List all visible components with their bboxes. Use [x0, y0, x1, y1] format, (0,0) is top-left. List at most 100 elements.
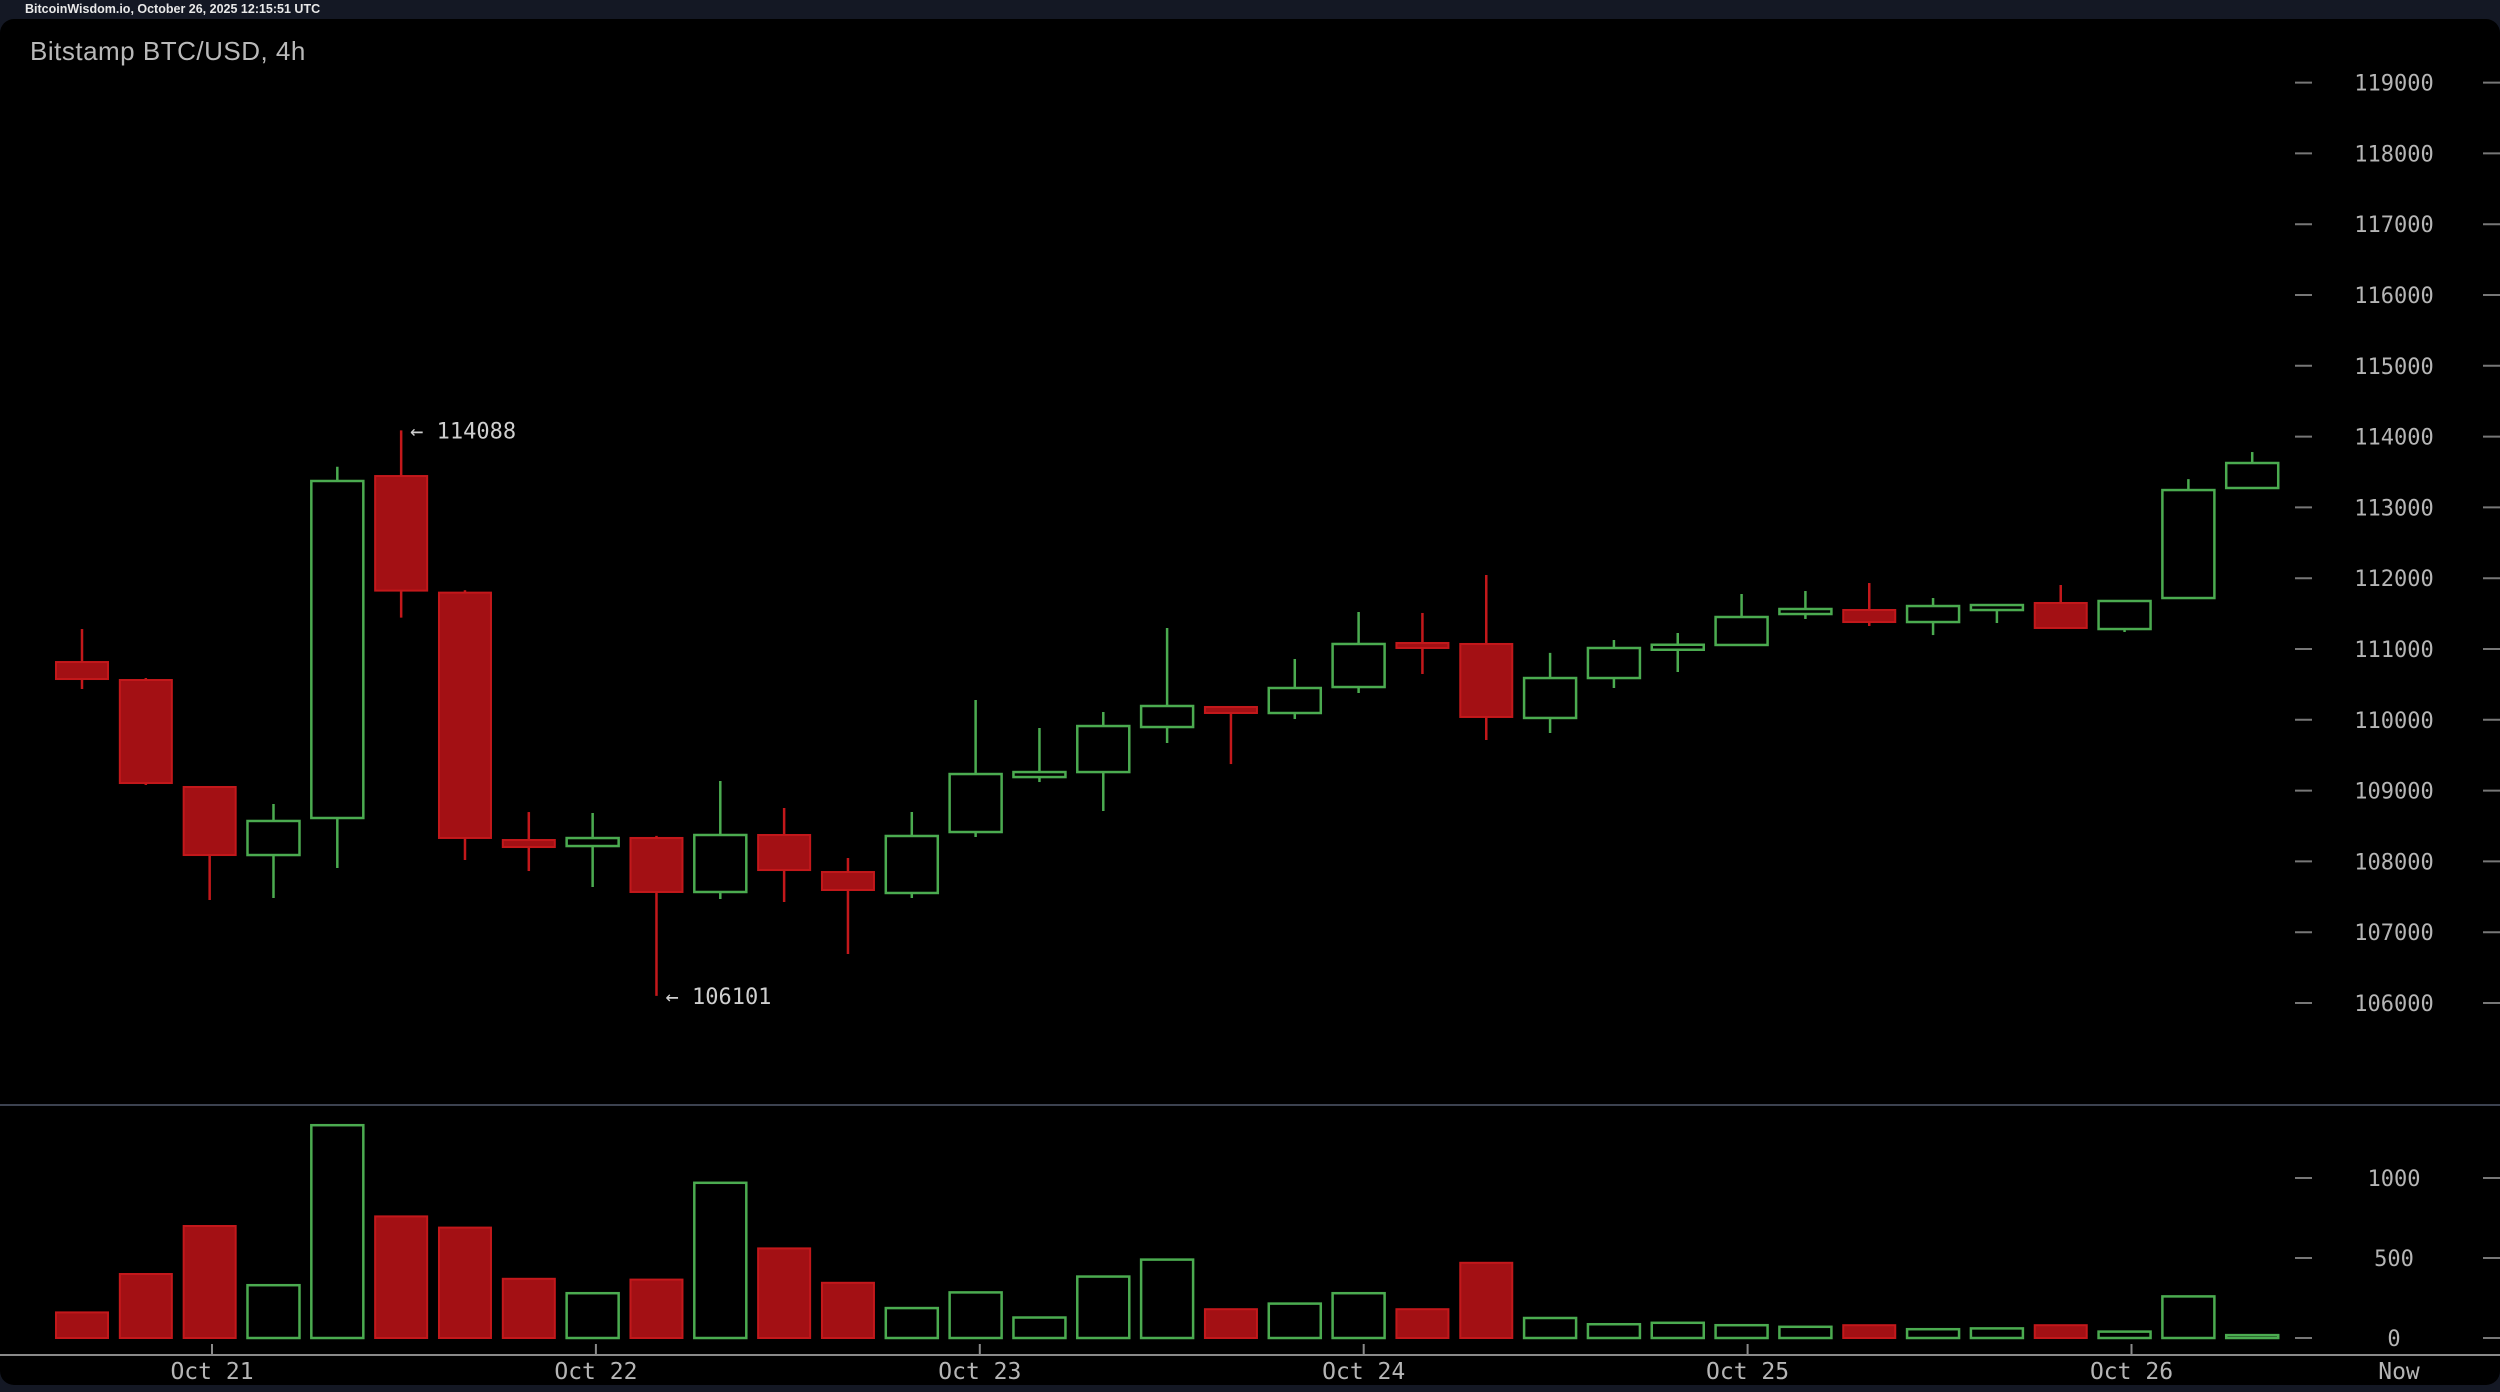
candle-body[interactable] — [246, 819, 301, 857]
chart-panel — [0, 19, 2500, 1385]
volume-bar[interactable] — [820, 1281, 875, 1340]
volume-bar[interactable] — [118, 1273, 173, 1339]
volume-bar[interactable] — [182, 1225, 237, 1339]
volume-bar[interactable] — [246, 1283, 301, 1340]
candle-body[interactable] — [820, 871, 875, 892]
day-label: Oct 26 — [2090, 1359, 2173, 1385]
price-tick-label: 115000 — [2354, 355, 2433, 380]
candle-body[interactable] — [1203, 705, 1258, 715]
volume-bar[interactable] — [1459, 1261, 1514, 1340]
candle-body[interactable] — [501, 839, 556, 849]
price-tick-label: 107000 — [2354, 921, 2433, 946]
price-tick-label: 119000 — [2354, 72, 2433, 97]
candle-body[interactable] — [182, 785, 237, 857]
volume-bar[interactable] — [501, 1277, 556, 1340]
candle-body[interactable] — [55, 661, 109, 681]
volume-bar[interactable] — [1778, 1325, 1833, 1340]
candle-body[interactable] — [2033, 601, 2088, 629]
volume-bar[interactable] — [310, 1123, 365, 1340]
volume-bar[interactable] — [1395, 1308, 1450, 1339]
volume-bar[interactable] — [1012, 1316, 1067, 1340]
volume-bar[interactable] — [693, 1181, 748, 1340]
day-label: Oct 21 — [170, 1359, 253, 1385]
candle-body[interactable] — [565, 836, 620, 848]
volume-bar[interactable] — [1076, 1275, 1131, 1340]
volume-bar[interactable] — [1650, 1321, 1705, 1340]
candle-body[interactable] — [1076, 724, 1131, 774]
candle-body[interactable] — [1267, 686, 1323, 715]
candle-body[interactable] — [1842, 608, 1897, 624]
candle-body[interactable] — [310, 479, 365, 820]
day-label: Oct 25 — [1706, 1359, 1789, 1385]
candle-body[interactable] — [629, 836, 684, 893]
volume-bar[interactable] — [374, 1215, 429, 1340]
candle-body[interactable] — [1714, 615, 1769, 647]
price-tick-label: 118000 — [2354, 142, 2433, 167]
candle-body[interactable] — [2161, 488, 2216, 600]
candle-body[interactable] — [1778, 607, 1833, 616]
volume-bar[interactable] — [2033, 1324, 2088, 1339]
candle-body[interactable] — [1459, 642, 1514, 718]
candle-body[interactable] — [1905, 604, 1961, 624]
candle-body[interactable] — [374, 475, 429, 592]
annotation-high: ← 114088 — [410, 419, 516, 444]
candle-body[interactable] — [1969, 603, 2025, 612]
candle-body[interactable] — [757, 833, 812, 872]
volume-bar[interactable] — [629, 1278, 684, 1339]
now-label: Now — [2378, 1359, 2420, 1385]
volume-bar[interactable] — [437, 1226, 492, 1339]
volume-bar[interactable] — [1842, 1324, 1897, 1339]
volume-bar[interactable] — [1139, 1258, 1195, 1340]
chart-title: Bitstamp BTC/USD, 4h — [30, 36, 306, 66]
volume-bar[interactable] — [1969, 1327, 2025, 1340]
price-tick-label: 112000 — [2354, 567, 2433, 592]
volume-bar[interactable] — [55, 1311, 109, 1340]
price-tick-label: 116000 — [2354, 284, 2433, 309]
volume-bar[interactable] — [1331, 1291, 1386, 1340]
price-tick-label: 111000 — [2354, 638, 2433, 663]
candle-body[interactable] — [2224, 461, 2280, 490]
volume-bar[interactable] — [2097, 1330, 2152, 1340]
candle-body[interactable] — [948, 772, 1003, 834]
price-tick-label: 117000 — [2354, 213, 2433, 238]
candle-body[interactable] — [693, 833, 748, 894]
candle-body[interactable] — [1395, 641, 1450, 649]
volume-bar[interactable] — [1905, 1327, 1961, 1340]
volume-bar[interactable] — [2161, 1295, 2216, 1340]
candle-body[interactable] — [1331, 642, 1386, 689]
candle-body[interactable] — [1139, 704, 1195, 729]
price-tick-label: 108000 — [2354, 850, 2433, 875]
day-label: Oct 24 — [1322, 1359, 1405, 1385]
candle-body[interactable] — [2097, 599, 2152, 631]
volume-bar[interactable] — [884, 1306, 940, 1340]
volume-tick-label: 1000 — [2368, 1167, 2421, 1192]
candle-body[interactable] — [1012, 770, 1067, 779]
header-bar: BitcoinWisdom.io, October 26, 2025 12:15… — [0, 0, 2500, 19]
day-label: Oct 23 — [938, 1359, 1021, 1385]
volume-bar[interactable] — [2224, 1333, 2280, 1340]
volume-bar[interactable] — [1203, 1308, 1258, 1339]
volume-tick-label: 500 — [2374, 1247, 2414, 1272]
day-label: Oct 22 — [554, 1359, 637, 1385]
volume-tick-label: 0 — [2387, 1327, 2400, 1352]
header-text: BitcoinWisdom.io, October 26, 2025 12:15… — [25, 2, 321, 16]
candle-body[interactable] — [1650, 643, 1705, 652]
volume-bar[interactable] — [565, 1291, 620, 1340]
volume-bar[interactable] — [1522, 1316, 1578, 1340]
candle-body[interactable] — [1522, 676, 1578, 720]
annotation-low: ← 106101 — [665, 985, 771, 1010]
candle-body[interactable] — [437, 591, 492, 839]
price-tick-label: 114000 — [2354, 426, 2433, 451]
volume-bar[interactable] — [1714, 1323, 1769, 1340]
candle-body[interactable] — [1586, 646, 1642, 680]
volume-bar[interactable] — [757, 1247, 812, 1340]
price-tick-label: 110000 — [2354, 709, 2433, 734]
price-tick-label: 109000 — [2354, 780, 2433, 805]
candle-body[interactable] — [884, 834, 940, 895]
volume-bar[interactable] — [948, 1291, 1003, 1340]
price-tick-label: 113000 — [2354, 496, 2433, 521]
volume-bar[interactable] — [1586, 1322, 1642, 1340]
candle-body[interactable] — [118, 679, 173, 785]
volume-bar[interactable] — [1267, 1302, 1323, 1340]
